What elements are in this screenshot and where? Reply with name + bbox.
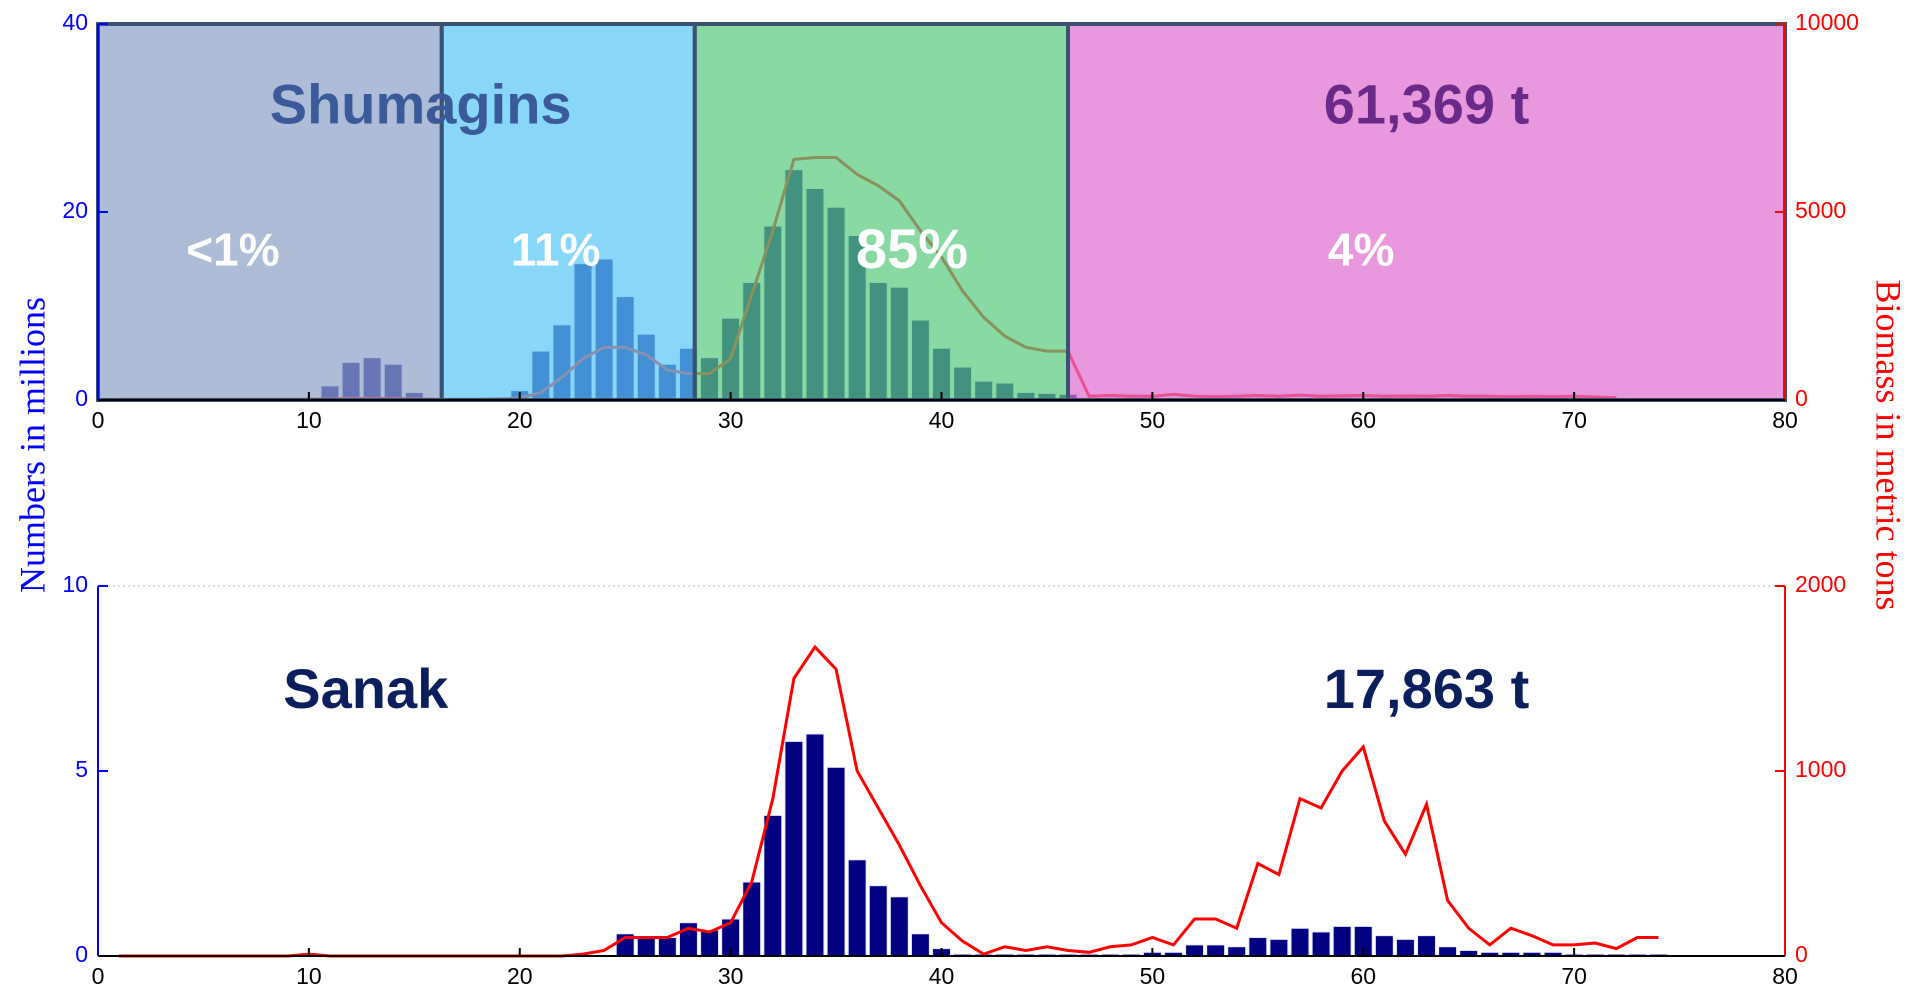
bar [1269,938,1289,957]
bar [1185,944,1205,957]
x-tick-label: 20 [507,407,533,433]
y-tick-label: 20 [62,197,88,223]
bar [1438,946,1458,957]
x-tick-label: 20 [507,963,533,989]
x-tick-label: 60 [1350,963,1376,989]
y2-tick-label: 2000 [1795,571,1846,597]
region [1066,22,1787,402]
x-tick-label: 40 [929,963,955,989]
bar [889,896,909,957]
y-tick-label: 40 [62,9,88,35]
region-label: <1% [186,224,279,276]
bar [1311,931,1331,957]
bar [910,933,930,957]
x-tick-label: 40 [929,407,955,433]
x-tick-label: 0 [92,407,105,433]
x-tick-label: 80 [1772,963,1798,989]
x-tick-label: 10 [296,963,322,989]
annotation: Shumagins [270,72,572,135]
y-axis-label: Numbers in millions [12,297,52,593]
y2-axis-label: Biomass in metric tons [1869,280,1909,611]
y2-tick-label: 0 [1795,941,1808,967]
x-tick-label: 10 [296,407,322,433]
x-tick-label: 60 [1350,407,1376,433]
annotation: 17,863 t [1324,657,1530,720]
bar [1227,946,1247,957]
bar [1417,935,1436,957]
bar [784,740,804,957]
bar [1395,938,1415,957]
bar [847,859,867,957]
region-label: 85% [856,217,968,280]
y2-tick-label: 10000 [1795,9,1859,35]
plot-frame [97,585,1786,957]
x-tick-label: 50 [1140,963,1166,989]
x-tick-label: 70 [1561,963,1587,989]
bar [868,885,888,957]
bar [636,937,656,957]
bar [1374,935,1394,957]
y2-tick-label: 5000 [1795,197,1846,223]
x-tick-label: 80 [1772,407,1798,433]
bar [763,814,783,957]
region [692,22,1071,402]
bar [805,733,825,957]
bar [700,929,719,957]
bar [657,937,677,957]
x-tick-label: 30 [718,963,744,989]
bar [1332,925,1352,957]
region-label: 11% [511,224,601,276]
y2-tick-label: 1000 [1795,756,1846,782]
annotation: Sanak [283,657,449,720]
bar [1206,944,1226,957]
x-tick-label: 50 [1140,407,1166,433]
region [439,22,697,402]
y-tick-label: 10 [62,571,88,597]
bar [1290,927,1310,957]
bar [826,766,846,957]
y-tick-label: 5 [75,756,88,782]
annotation: 61,369 t [1324,72,1530,135]
y-tick-label: 0 [75,941,88,967]
x-tick-label: 70 [1561,407,1587,433]
x-tick-label: 0 [92,963,105,989]
x-tick-label: 30 [718,407,744,433]
region-label: 4% [1328,224,1394,276]
y2-tick-label: 0 [1795,385,1808,411]
y-tick-label: 0 [75,385,88,411]
bar [1248,937,1268,957]
